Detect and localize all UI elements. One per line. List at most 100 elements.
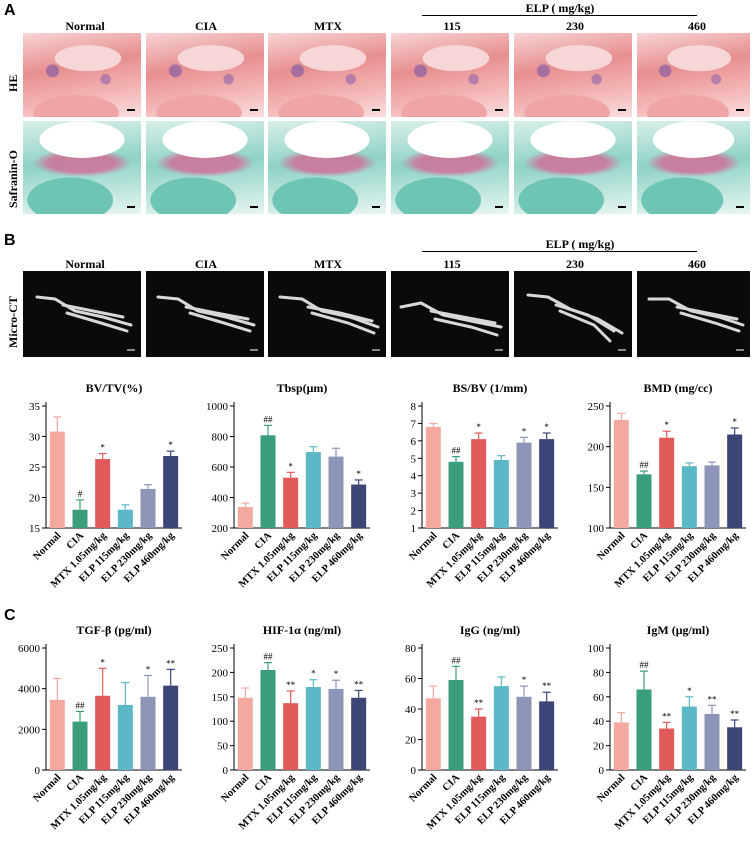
chart-igm: IgM (μg/ml)020406080100Normal##CIA**MTX … xyxy=(588,623,746,832)
x-tick-label: Normal xyxy=(595,530,627,562)
microct-image-230 xyxy=(514,271,632,357)
safranin-image-115 xyxy=(391,121,509,214)
significance-label: ** xyxy=(166,658,176,668)
significance-label: ** xyxy=(542,681,552,691)
chart-title: HIF-1α (ng/ml) xyxy=(263,623,341,637)
x-tick-label: Normal xyxy=(595,772,627,804)
group-label-230-b: 230 xyxy=(566,257,584,271)
group-label-115-a: 115 xyxy=(443,19,461,33)
bar xyxy=(636,689,652,770)
significance-label: ## xyxy=(264,652,274,662)
bar xyxy=(237,697,253,770)
significance-label: * xyxy=(311,669,316,679)
y-tick-label: 100 xyxy=(588,643,605,655)
bar xyxy=(727,434,743,528)
y-tick-label: 25 xyxy=(29,462,41,474)
group-label-460-a: 460 xyxy=(688,19,706,33)
row-label-safranin: Safranin-O xyxy=(6,149,20,208)
bar xyxy=(328,688,344,770)
y-tick-label: 2000 xyxy=(18,724,41,736)
panel-letter-a: A xyxy=(4,2,16,19)
y-tick-label: 200 xyxy=(212,523,229,535)
bar xyxy=(539,701,555,770)
y-tick-label: 150 xyxy=(212,692,229,704)
chart-title: IgG (ng/ml) xyxy=(460,623,520,637)
y-tick-label: 250 xyxy=(212,643,229,655)
chart-title: IgM (μg/ml) xyxy=(647,623,709,637)
significance-label: # xyxy=(78,489,83,499)
bar xyxy=(117,704,133,770)
bar xyxy=(117,509,133,528)
y-tick-label: 35 xyxy=(29,401,41,413)
y-tick-label: 80 xyxy=(593,667,605,679)
y-tick-label: 800 xyxy=(212,432,229,444)
significance-label: * xyxy=(732,417,737,427)
x-tick-label: Normal xyxy=(219,772,251,804)
microct-image-normal xyxy=(23,271,141,357)
bar xyxy=(448,680,464,770)
significance-label: * xyxy=(100,443,105,453)
bar xyxy=(425,426,441,528)
bar xyxy=(351,484,367,528)
y-tick-label: 6000 xyxy=(18,643,41,655)
bar xyxy=(163,685,179,770)
group-label-normal-b: Normal xyxy=(65,257,105,271)
bar xyxy=(493,686,509,770)
significance-label: * xyxy=(522,426,527,436)
y-tick-label: 20 xyxy=(405,735,417,747)
chart-title: BV/TV(%) xyxy=(86,381,143,395)
bar xyxy=(95,695,111,770)
microct-image-460 xyxy=(637,271,750,357)
group-label-mtx-b: MTX xyxy=(314,257,342,271)
significance-label: * xyxy=(100,657,105,667)
bar xyxy=(681,706,697,770)
safranin-image-normal xyxy=(23,121,141,214)
bar xyxy=(283,703,299,770)
significance-label: * xyxy=(334,669,339,679)
bar xyxy=(305,452,321,528)
row-label-microct: Micro-CT xyxy=(6,296,20,348)
y-tick-label: 60 xyxy=(593,692,605,704)
y-tick-label: 3 xyxy=(411,488,417,500)
y-tick-label: 30 xyxy=(29,432,41,444)
he-image-460 xyxy=(637,33,750,117)
significance-label: * xyxy=(356,469,361,479)
group-label-cia-b: CIA xyxy=(194,257,217,271)
significance-label: ## xyxy=(640,460,650,470)
bar xyxy=(659,437,675,528)
significance-label: ## xyxy=(452,655,462,665)
bar xyxy=(351,697,367,770)
bar xyxy=(72,721,88,770)
chart-title: TGF-β (pg/ml) xyxy=(76,623,151,637)
bar xyxy=(448,461,464,528)
significance-label: ## xyxy=(264,414,274,424)
bar xyxy=(140,696,156,770)
bar xyxy=(49,431,65,528)
x-tick-label: Normal xyxy=(31,530,63,562)
chart-title: Tbsp(μm) xyxy=(277,381,328,395)
bar xyxy=(516,696,532,770)
y-tick-label: 20 xyxy=(593,741,605,753)
x-tick-label: Normal xyxy=(407,772,439,804)
bar xyxy=(49,699,65,770)
y-tick-label: 200 xyxy=(588,442,605,454)
panel-letter-b: B xyxy=(4,232,16,249)
microct-image-mtx xyxy=(268,271,386,357)
he-image-230 xyxy=(514,33,632,117)
significance-label: * xyxy=(168,440,173,450)
microct-image-115 xyxy=(391,271,509,357)
bar xyxy=(305,687,321,770)
significance-label: ** xyxy=(662,711,672,721)
safranin-image-460 xyxy=(637,121,750,214)
y-tick-label: 4000 xyxy=(18,684,41,696)
chart-tbsp: Tbsp(μm)2004006008001000Normal##CIA*MTX … xyxy=(206,381,370,590)
group-label-115-b: 115 xyxy=(443,257,461,271)
significance-label: ** xyxy=(474,698,484,708)
bar xyxy=(636,474,652,528)
chart-title: BS/BV (1/mm) xyxy=(453,381,528,395)
safranin-image-230 xyxy=(514,121,632,214)
